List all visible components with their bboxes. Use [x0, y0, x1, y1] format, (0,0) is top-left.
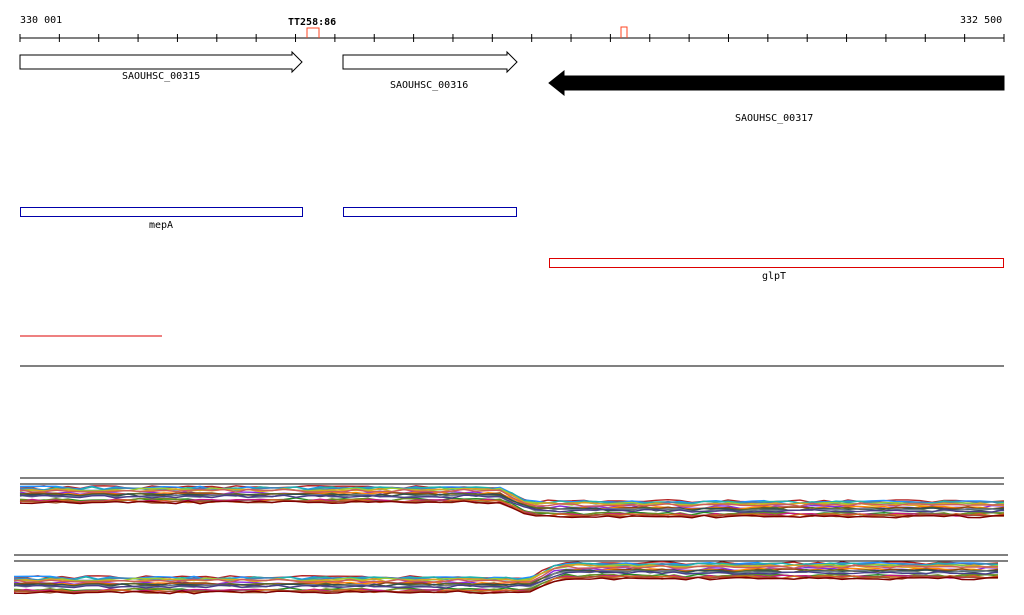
expression-profile-line	[19, 486, 1005, 505]
annotation-track: mepA glpT	[20, 207, 1004, 282]
annotation-label: glpT	[762, 271, 786, 282]
terminator-marker	[306, 27, 320, 38]
expression-profile-line	[19, 494, 1005, 513]
expression-profiles-bottom	[13, 560, 999, 595]
gene-label: SAOUHSC_00316	[390, 80, 468, 91]
position-ruler: 330 001 332 500 TT258:86	[19, 15, 1005, 42]
expression-profile-line	[19, 500, 1005, 519]
gene-arrow-SAOUHSC_00317[interactable]	[548, 69, 1005, 97]
annotation-label: mepA	[149, 220, 173, 231]
gene-label: SAOUHSC_00317	[735, 113, 813, 124]
expression-profile-line	[13, 576, 999, 595]
annotation-box-glpT[interactable]	[549, 258, 1004, 268]
expression-profile-line	[19, 488, 1005, 507]
ruler-end-label: 332 500	[960, 15, 1002, 26]
annotation-box-mepA[interactable]	[20, 207, 303, 217]
expression-profile-line	[13, 570, 999, 589]
expression-profiles-top	[19, 484, 1005, 519]
expression-profile-line	[13, 562, 999, 581]
gene-arrow-SAOUHSC_00315[interactable]	[19, 50, 303, 74]
small-peak-marker	[620, 26, 628, 38]
expression-panel-bottom	[13, 554, 1008, 595]
expression-profile-line	[13, 564, 999, 583]
gene-arrow-SAOUHSC_00316[interactable]	[342, 50, 518, 74]
gene-track: SAOUHSC_00315 SAOUHSC_00316 SAOUHSC_0031…	[19, 50, 1005, 124]
terminator-label: TT258:86	[288, 17, 336, 28]
expression-panel-top	[19, 477, 1005, 519]
ruler-ticks	[19, 34, 1005, 42]
ruler-start-label: 330 001	[20, 15, 62, 26]
gene-label: SAOUHSC_00315	[122, 71, 200, 82]
annotation-box-unnamed[interactable]	[343, 207, 517, 217]
